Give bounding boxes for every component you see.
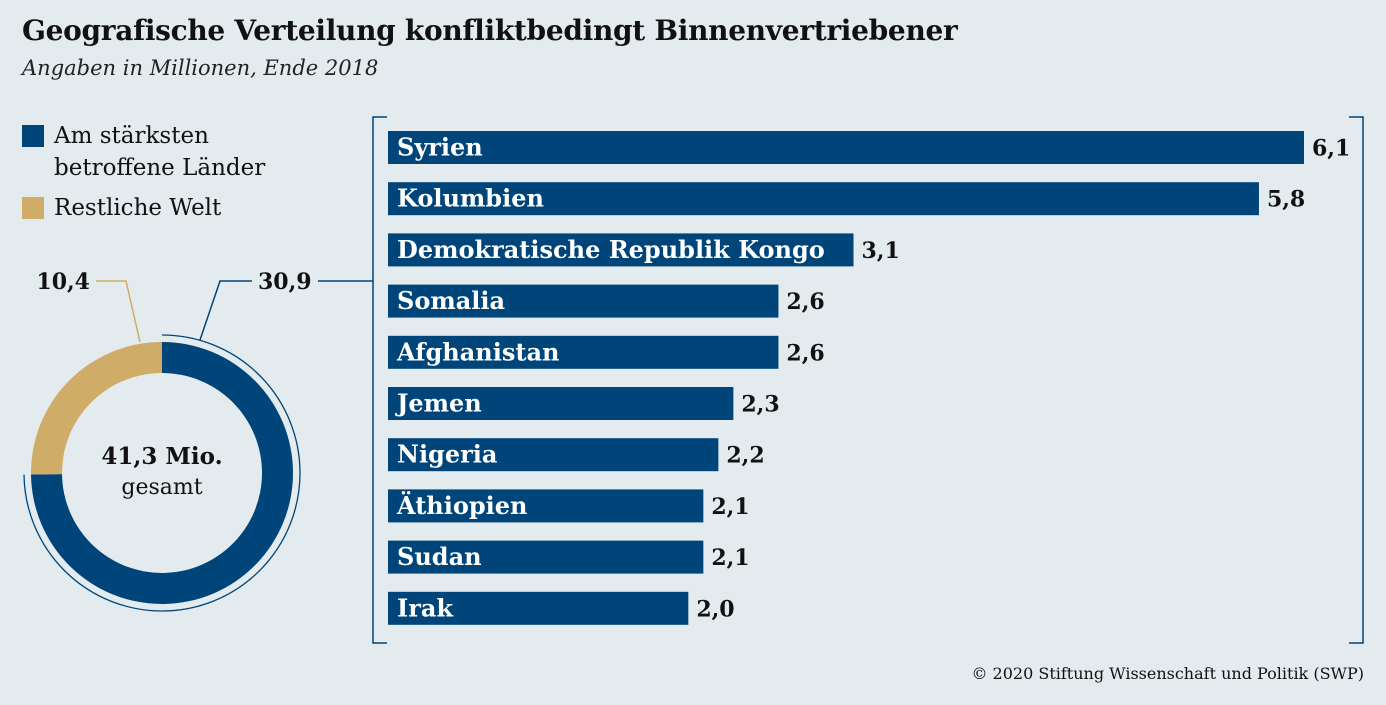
bar-1 <box>388 182 1259 216</box>
bracket-right <box>1349 116 1364 644</box>
bar-8 <box>388 540 704 574</box>
donut-value-label-rest: 10,4 <box>36 269 90 295</box>
legend: Am stärksten betroffene Länder Restliche… <box>22 120 314 232</box>
donut-leader-rest <box>96 280 141 343</box>
donut-center-caption: gesamt <box>121 475 202 500</box>
legend-label-top-countries: Am stärksten betroffene Länder <box>54 123 266 181</box>
bar-value-label-5: 2,3 <box>741 392 779 418</box>
chart-title: Geografische Verteilung konfliktbedingt … <box>22 14 958 47</box>
bar-value-label-4: 2,6 <box>786 340 824 366</box>
bar-value-label-7: 2,1 <box>711 494 749 520</box>
donut-slice-1 <box>31 342 162 475</box>
bar-category-label-0: Syrien <box>397 133 483 162</box>
bar-category-label-7: Äthiopien <box>396 491 527 520</box>
bar-5 <box>388 387 734 420</box>
bracket-left <box>372 116 387 644</box>
bar-category-label-4: Afghanistan <box>396 337 559 366</box>
bar-value-label-1: 5,8 <box>1267 187 1305 213</box>
bar-value-label-2: 3,1 <box>862 238 900 264</box>
donut-guide-arc <box>23 334 301 612</box>
legend-item-top-countries: Am stärksten betroffene Länder <box>22 120 314 184</box>
bar-7 <box>388 489 704 523</box>
bar-category-label-3: Somalia <box>397 286 505 315</box>
bar-category-label-8: Sudan <box>397 542 482 571</box>
chart-subtitle: Angaben in Millionen, Ende 2018 <box>22 56 379 80</box>
bar-6 <box>388 438 719 472</box>
donut-value-label-top: 30,9 <box>258 269 312 295</box>
bar-value-label-0: 6,1 <box>1312 136 1350 162</box>
bar-value-label-3: 2,6 <box>786 289 824 315</box>
bar-value-label-8: 2,1 <box>711 545 749 571</box>
bar-category-label-9: Irak <box>397 593 454 622</box>
legend-swatch-top-countries <box>22 125 44 147</box>
bar-category-label-6: Nigeria <box>397 440 497 469</box>
bar-3 <box>388 284 779 318</box>
donut-center-total: 41,3 Mio. <box>101 443 222 470</box>
legend-label-rest-of-world: Restliche Welt <box>54 195 222 221</box>
bar-0 <box>388 131 1304 164</box>
legend-swatch-rest-of-world <box>22 197 44 219</box>
bar-category-label-2: Demokratische Republik Kongo <box>397 235 825 264</box>
donut-leader-top <box>199 280 252 341</box>
legend-item-rest-of-world: Restliche Welt <box>22 192 314 224</box>
bar-value-label-9: 2,0 <box>696 596 734 622</box>
copyright-credit: © 2020 Stiftung Wissenschaft und Politik… <box>971 664 1364 683</box>
bar-2 <box>388 233 854 267</box>
bar-4 <box>388 335 779 369</box>
bar-9 <box>388 591 689 625</box>
bar-value-label-6: 2,2 <box>726 443 764 469</box>
bar-category-label-5: Jemen <box>395 389 482 418</box>
bar-category-label-1: Kolumbien <box>397 184 544 213</box>
